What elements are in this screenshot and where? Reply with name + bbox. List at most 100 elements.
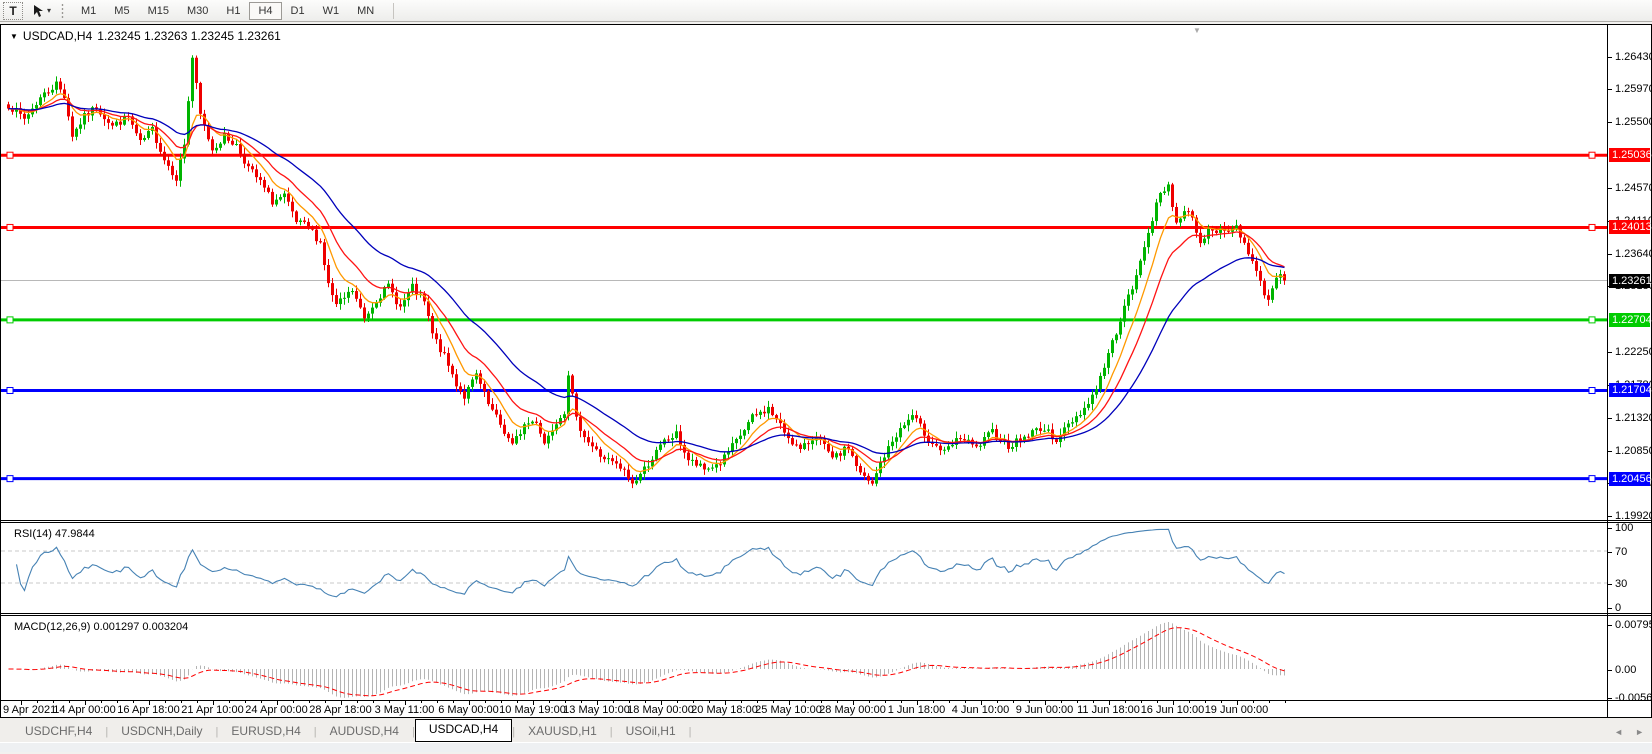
chart-tab-usdcnh-daily[interactable]: USDCNH,Daily xyxy=(121,724,203,738)
timeframe-m1-button[interactable]: M1 xyxy=(72,2,105,20)
time-axis-minor-tick xyxy=(996,701,998,703)
price-axis[interactable]: 1.264301.259701.255001.245701.241101.236… xyxy=(1607,25,1652,717)
toolbar-grip[interactable] xyxy=(61,3,66,18)
macd-label: MACD(12,26,9) 0.001297 0.003204 xyxy=(14,621,189,633)
macd-pane[interactable]: MACD(12,26,9) 0.001297 0.003204 xyxy=(1,616,1607,700)
tab-scroll-left-icon[interactable]: ◄ xyxy=(1614,727,1624,737)
time-axis-minor-tick xyxy=(68,701,70,703)
time-axis-minor-tick xyxy=(548,701,550,703)
timeframe-h4-button[interactable]: H4 xyxy=(249,1,282,20)
pane-splitter[interactable] xyxy=(1,520,1607,523)
time-axis-minor-tick xyxy=(516,701,518,703)
time-axis-minor-tick xyxy=(436,701,438,703)
chart-shift-icon[interactable]: ▼ xyxy=(1193,26,1201,35)
tab-scroll-controls: ◄ ► xyxy=(1614,728,1644,737)
time-axis-minor-tick xyxy=(100,701,102,703)
chart-tab-audusd-h4[interactable]: AUDUSD,H4 xyxy=(329,724,399,738)
time-axis-minor-tick xyxy=(644,701,646,703)
time-axis-minor-tick xyxy=(1156,701,1158,703)
time-axis-minor-tick xyxy=(1092,701,1094,703)
time-axis-tick xyxy=(724,701,726,705)
chart-tab-eurusd-h4[interactable]: EURUSD,H4 xyxy=(231,724,301,738)
hline-price-label: 1.24013 xyxy=(1609,220,1652,234)
time-axis-minor-tick xyxy=(452,701,454,703)
macd-axis-label: 0.00 xyxy=(1608,663,1636,677)
time-axis-minor-tick xyxy=(324,701,326,703)
time-axis-tick xyxy=(596,701,598,705)
time-axis-minor-tick xyxy=(884,701,886,703)
time-axis-minor-tick xyxy=(820,701,822,703)
time-axis-tick xyxy=(148,701,150,705)
rsi-axis-label: 30 xyxy=(1608,577,1627,591)
timeframe-d1-button[interactable]: D1 xyxy=(282,2,314,20)
hline-price-label: 1.25036 xyxy=(1609,148,1652,162)
time-axis-label: 24 Apr 00:00 xyxy=(245,704,308,716)
timeframe-group: M1 M5 M15 M30 H1 H4 D1 W1 MN xyxy=(72,1,383,20)
cursor-tool-button[interactable]: ▾ xyxy=(31,2,52,20)
timeframe-m5-button[interactable]: M5 xyxy=(105,2,138,20)
time-axis-label: 9 Jun 00:00 xyxy=(1015,704,1074,716)
time-axis-minor-tick xyxy=(900,701,902,703)
rsi-pane[interactable]: RSI(14) 47.9844 xyxy=(1,523,1607,613)
time-axis-tick xyxy=(980,701,982,705)
chart-tab-usdcad-h4[interactable]: USDCAD,H4 xyxy=(414,719,513,742)
time-axis-minor-tick xyxy=(1124,701,1126,703)
chart-symbol-period: USDCAD,H4 xyxy=(22,29,93,43)
time-axis-minor-tick xyxy=(1140,701,1142,703)
time-axis-minor-tick xyxy=(772,701,774,703)
rsi-axis-label: 100 xyxy=(1608,521,1633,535)
time-axis-tick xyxy=(84,701,86,705)
time-axis-minor-tick xyxy=(740,701,742,703)
tab-scroll-right-icon[interactable]: ► xyxy=(1635,727,1644,737)
timeframe-mn-button[interactable]: MN xyxy=(348,2,383,20)
time-axis-tick xyxy=(404,701,406,705)
chart-window: ▼ USDCAD,H4 1.23245 1.23263 1.23245 1.23… xyxy=(0,24,1652,718)
axis-separator xyxy=(1608,700,1651,701)
pane-splitter[interactable] xyxy=(1,613,1607,616)
time-axis-minor-tick xyxy=(356,701,358,703)
chart-tab-usdchf-h4[interactable]: USDCHF,H4 xyxy=(25,724,93,738)
timeframe-h1-button[interactable]: H1 xyxy=(217,2,249,20)
time-axis-tick xyxy=(20,701,22,705)
time-axis-label: 14 Apr 00:00 xyxy=(53,704,116,716)
timeframe-m15-button[interactable]: M15 xyxy=(139,2,178,20)
time-axis-label: 11 Jun 18:00 xyxy=(1077,704,1140,716)
time-axis-minor-tick xyxy=(164,701,166,703)
text-tool-button[interactable]: T xyxy=(3,1,23,20)
top-toolbar: T ▾ M1 M5 M15 M30 H1 H4 D1 W1 MN xyxy=(0,0,1652,22)
hline-price-label: 1.22704 xyxy=(1609,313,1652,327)
time-axis-minor-tick xyxy=(1076,701,1078,703)
tab-separator: | xyxy=(105,726,109,738)
time-axis-tick xyxy=(1108,701,1110,705)
timeframe-m30-button[interactable]: M30 xyxy=(178,2,217,20)
chevron-down-icon: ▾ xyxy=(47,6,52,15)
chart-tab-usoil-h1[interactable]: USOil,H1 xyxy=(625,724,676,738)
time-axis-minor-tick xyxy=(692,701,694,703)
time-axis-tick xyxy=(1172,701,1174,705)
time-axis-minor-tick xyxy=(804,701,806,703)
time-axis[interactable]: 9 Apr 2021 14 Apr 00:00 16 Apr 18:00 21 Apr… xyxy=(1,700,1607,717)
time-axis-tick xyxy=(1044,701,1046,705)
time-axis-minor-tick xyxy=(1028,701,1030,703)
chart-title[interactable]: ▼ USDCAD,H4 1.23245 1.23263 1.23245 1.23… xyxy=(10,29,281,43)
price-pane[interactable]: ▼ USDCAD,H4 1.23245 1.23263 1.23245 1.23… xyxy=(1,25,1607,520)
macd-axis-label: 0.007959 xyxy=(1608,618,1652,632)
time-axis-minor-tick xyxy=(420,701,422,703)
time-axis-minor-tick xyxy=(964,701,966,703)
time-axis-minor-tick xyxy=(628,701,630,703)
chart-dropdown-icon[interactable]: ▼ xyxy=(10,31,18,41)
time-axis-minor-tick xyxy=(500,701,502,703)
time-axis-minor-tick xyxy=(1220,701,1222,703)
time-axis-minor-tick xyxy=(244,701,246,703)
time-axis-minor-tick xyxy=(292,701,294,703)
price-axis-label: 1.23640 xyxy=(1608,247,1652,261)
axis-separator xyxy=(1608,520,1651,523)
time-axis-minor-tick xyxy=(1188,701,1190,703)
chart-tab-bar: USDCHF,H4 | USDCNH,Daily | EURUSD,H4 | AUDUSD,… xyxy=(0,718,1652,742)
chart-tab-xauusd-h1[interactable]: XAUUSD,H1 xyxy=(528,724,597,738)
time-axis-minor-tick xyxy=(196,701,198,703)
tab-separator: | xyxy=(512,726,516,738)
time-axis-minor-tick xyxy=(52,701,54,703)
price-axis-label: 1.25500 xyxy=(1608,115,1652,129)
timeframe-w1-button[interactable]: W1 xyxy=(314,2,349,20)
